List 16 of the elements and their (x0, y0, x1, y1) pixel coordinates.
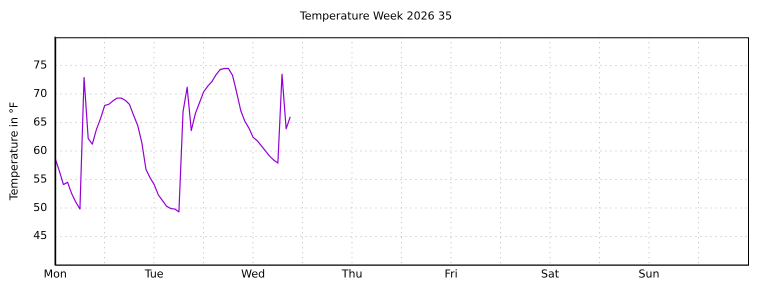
y-axis-title: Temperature in °F (7, 102, 20, 202)
x-tick-label: Wed (241, 267, 266, 280)
y-tick-label: 60 (33, 144, 48, 157)
x-tick-label: Thu (340, 267, 362, 280)
x-tick-label: Sun (638, 267, 660, 280)
x-tick-label: Sat (541, 267, 560, 280)
y-tick-label: 50 (33, 200, 48, 214)
y-tick-label: 45 (33, 229, 48, 242)
x-tick-label: Mon (44, 267, 67, 280)
x-tick-label: Tue (144, 267, 164, 280)
chart-title: Temperature Week 2026 35 (298, 9, 452, 22)
y-tick-label: 55 (33, 172, 48, 186)
y-tick-label: 65 (33, 115, 48, 128)
y-tick-label: 70 (33, 86, 48, 100)
x-tick-label: Fri (444, 267, 458, 280)
y-tick-label: 75 (33, 58, 48, 72)
